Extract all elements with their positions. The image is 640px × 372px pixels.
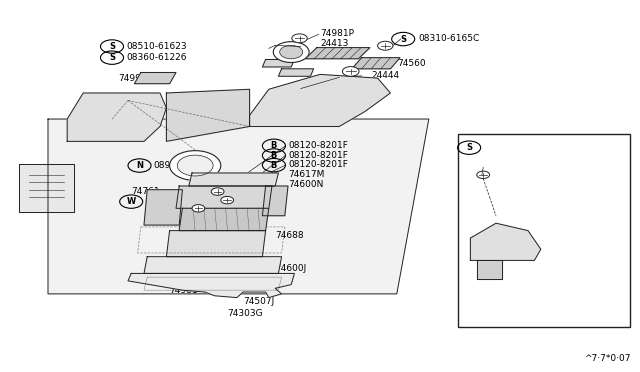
Polygon shape <box>144 257 282 273</box>
Polygon shape <box>166 231 266 257</box>
Polygon shape <box>305 48 370 59</box>
Text: B: B <box>271 141 277 150</box>
Polygon shape <box>189 173 278 186</box>
Text: ^7·7*0·07: ^7·7*0·07 <box>584 354 630 363</box>
Text: J 76753J(LH): J 76753J(LH) <box>468 305 520 314</box>
Polygon shape <box>144 190 182 225</box>
Polygon shape <box>67 93 166 141</box>
Text: W: W <box>127 197 136 206</box>
Circle shape <box>170 151 221 180</box>
Text: 08310-6165C: 08310-6165C <box>419 34 480 43</box>
Text: 17012J: 17012J <box>198 185 230 194</box>
Circle shape <box>342 67 359 76</box>
Text: 08120-8201F: 08120-8201F <box>288 151 348 160</box>
Text: 74630E: 74630E <box>320 49 355 58</box>
Circle shape <box>292 34 307 43</box>
Text: 08360-61226: 08360-61226 <box>127 53 188 62</box>
Text: 74507J: 74507J <box>243 297 275 306</box>
Circle shape <box>192 205 205 212</box>
Text: B: B <box>271 151 277 160</box>
Text: 74996M: 74996M <box>118 74 155 83</box>
Text: 74981: 74981 <box>170 286 198 295</box>
Text: 76752J(RH): 76752J(RH) <box>475 293 523 302</box>
Circle shape <box>477 171 490 179</box>
Text: 24444: 24444 <box>371 71 399 80</box>
Text: 08915-5365A: 08915-5365A <box>145 197 207 206</box>
Circle shape <box>177 155 213 176</box>
Text: 74460P: 74460P <box>211 175 245 184</box>
Text: 74600J: 74600J <box>275 264 307 273</box>
Text: 08510-61623: 08510-61623 <box>127 42 188 51</box>
Polygon shape <box>48 119 429 294</box>
Polygon shape <box>477 260 502 279</box>
Text: B: B <box>271 161 277 170</box>
Polygon shape <box>166 89 250 141</box>
Polygon shape <box>470 223 541 260</box>
Text: S: S <box>466 143 472 152</box>
Polygon shape <box>179 208 269 231</box>
Text: S: S <box>400 35 406 44</box>
Bar <box>458 134 630 327</box>
Text: S: S <box>109 42 115 51</box>
Polygon shape <box>176 186 272 208</box>
Text: 74617M: 74617M <box>288 170 324 179</box>
Text: 74981P: 74981P <box>320 29 354 38</box>
Text: N: N <box>136 161 143 170</box>
Polygon shape <box>278 69 314 76</box>
Text: 08911-10610: 08911-10610 <box>154 161 214 170</box>
Text: 24413: 24413 <box>320 39 348 48</box>
Circle shape <box>280 45 303 59</box>
Circle shape <box>378 41 393 50</box>
Polygon shape <box>352 58 400 69</box>
Text: 74303G: 74303G <box>227 309 263 318</box>
Text: 08120-8201F: 08120-8201F <box>288 160 348 169</box>
Polygon shape <box>128 273 294 298</box>
Circle shape <box>273 42 309 62</box>
Polygon shape <box>250 74 390 126</box>
Text: 74560: 74560 <box>397 59 426 68</box>
Polygon shape <box>262 60 294 67</box>
Text: 74600N: 74600N <box>288 180 323 189</box>
Text: 08120-8201F: 08120-8201F <box>288 141 348 150</box>
Polygon shape <box>134 73 176 84</box>
Circle shape <box>211 188 224 195</box>
Text: 74761: 74761 <box>131 187 160 196</box>
Circle shape <box>221 196 234 204</box>
Text: 75960: 75960 <box>301 84 330 93</box>
Text: S: S <box>109 53 115 62</box>
Text: 74688: 74688 <box>275 231 304 240</box>
Polygon shape <box>19 164 74 212</box>
Text: 08363-6165C: 08363-6165C <box>484 143 545 152</box>
Polygon shape <box>262 186 288 216</box>
